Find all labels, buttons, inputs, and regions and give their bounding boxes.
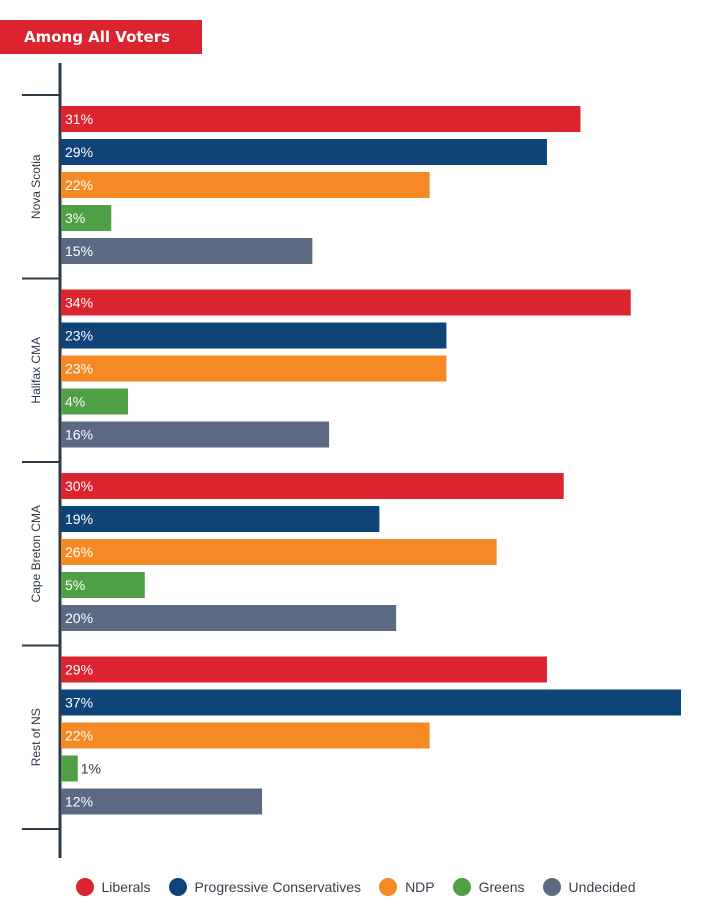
legend-item: Progressive Conservatives [168,878,362,896]
legend-swatch [542,878,561,896]
data-label: 19% [65,511,93,527]
bar [61,289,631,316]
data-label: 22% [65,177,93,193]
bar [61,539,497,565]
bar [61,172,430,198]
legend-swatch [75,878,94,896]
data-label: 12% [65,794,93,810]
bar [61,755,78,782]
legend-label: Progressive Conservatives [194,879,362,895]
group-label: Halifax CMA [29,337,43,404]
legend-swatch [168,878,187,896]
legend-label: NDP [405,879,435,895]
data-label: 26% [65,544,93,560]
data-label: 31% [65,111,93,127]
legend-label: Undecided [568,879,636,895]
data-label: 23% [65,361,93,377]
bar [61,238,313,264]
bar [61,689,681,716]
group-label: Cape Breton CMA [29,505,43,602]
legend-item: Liberals [75,878,151,896]
bar [61,473,564,499]
bar [61,421,330,448]
bar [61,322,447,349]
data-label: 30% [65,478,93,494]
legend-item: Undecided [542,878,636,896]
data-label: 23% [65,328,93,344]
data-label: 34% [65,295,93,311]
bar-chart: Nova Scotia 31% 29% 22% 3% 15% Halifax CMA 34% 2… [22,63,681,858]
bar [61,605,397,631]
legend-item: Greens [452,878,525,896]
bar [61,205,112,231]
bar [61,388,129,415]
bar [61,722,430,749]
bar [61,106,581,132]
bar [61,788,263,815]
data-label: 29% [65,144,93,160]
legend: Liberals Progressive Conservatives NDP Gree… [0,873,711,901]
bar [61,572,145,598]
legend-swatch [452,878,471,896]
data-label: 29% [65,662,93,678]
bar [61,355,447,382]
data-label: 5% [65,577,85,593]
data-label: 20% [65,610,93,626]
data-label: 3% [65,210,85,226]
chart-title: Among All Voters [0,20,202,54]
data-label: 15% [65,243,93,259]
data-label: 22% [65,728,93,744]
group-label: Rest of NS [29,708,43,766]
legend-label: Liberals [101,879,151,895]
bar [61,506,380,532]
data-label: 37% [65,695,93,711]
data-label: 16% [65,427,93,443]
group-label: Nova Scotia [29,154,43,219]
legend-item: NDP [379,878,435,896]
bar [61,656,547,683]
data-label: 1% [81,761,101,777]
legend-label: Greens [478,879,525,895]
bar [61,139,547,165]
data-label: 4% [65,394,85,410]
legend-swatch [379,878,398,896]
